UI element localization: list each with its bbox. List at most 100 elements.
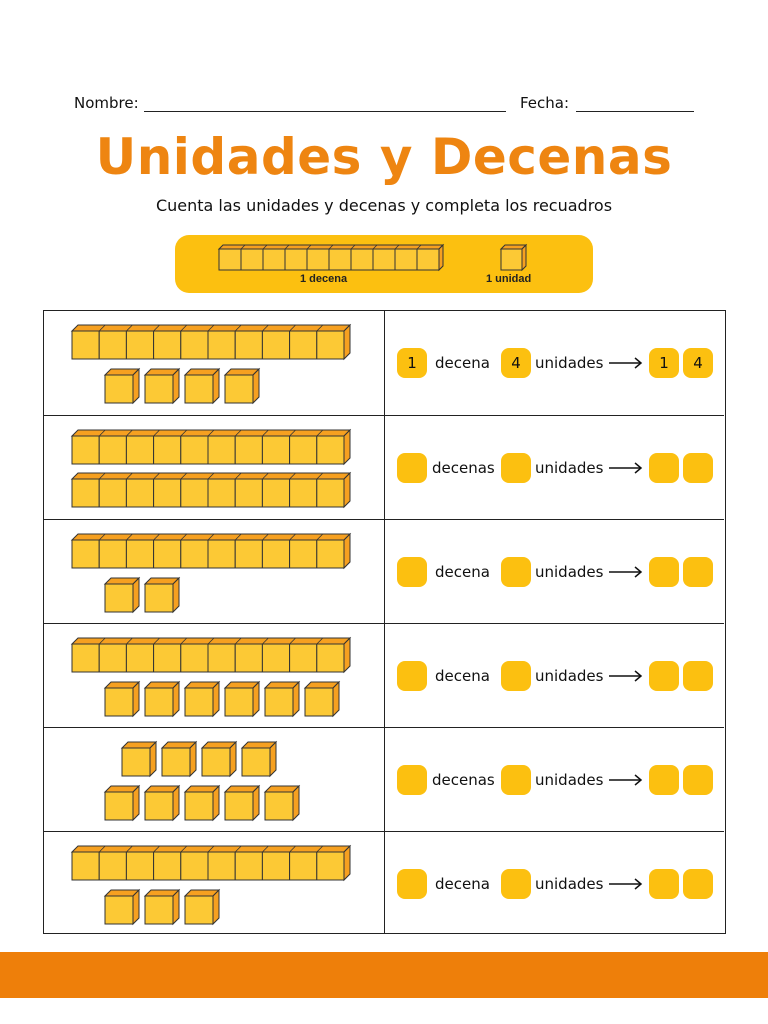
tens-word: decena	[435, 563, 490, 581]
answer-area: 1 decena 4 unidades 1 4	[385, 311, 724, 415]
result-tens-box[interactable]	[649, 453, 679, 483]
units-word: unidades	[535, 354, 604, 372]
unit-cube	[143, 680, 181, 718]
footer-bar	[0, 952, 768, 998]
header-fields: Nombre: Fecha:	[74, 94, 694, 118]
column-divider	[384, 311, 385, 933]
unit-cube	[103, 576, 141, 614]
base-ten-blocks	[70, 532, 352, 614]
units-word: unidades	[535, 771, 604, 789]
unit-cube	[183, 888, 221, 926]
tens-word: decena	[435, 667, 490, 685]
ten-rod	[70, 844, 352, 882]
ten-rod	[70, 428, 352, 466]
unit-cube	[183, 367, 221, 405]
ten-rod-icon	[217, 243, 445, 272]
unit-cube	[160, 740, 198, 778]
result-units-box[interactable]: 4	[683, 348, 713, 378]
units-box[interactable]	[501, 765, 531, 795]
name-field[interactable]	[144, 111, 506, 112]
unit-cube	[200, 740, 238, 778]
exercise-row-4: decena unidades	[44, 623, 724, 728]
result-tens-box[interactable]	[649, 557, 679, 587]
page-subtitle: Cuenta las unidades y decenas y completa…	[155, 196, 613, 215]
unit-cube	[240, 740, 278, 778]
result-units-box[interactable]	[683, 557, 713, 587]
unit-cube	[103, 680, 141, 718]
base-ten-blocks	[103, 740, 301, 822]
unit-cube	[103, 367, 141, 405]
unit-cube	[263, 680, 301, 718]
tens-word: decenas	[432, 459, 495, 477]
unit-cube	[120, 740, 158, 778]
unit-cube	[223, 680, 261, 718]
base-ten-blocks	[70, 844, 352, 926]
unit-cube-icon	[499, 243, 528, 272]
base-ten-blocks	[70, 428, 352, 509]
answer-area: decena unidades	[385, 832, 724, 936]
units-box[interactable]: 4	[501, 348, 531, 378]
tens-word: decena	[435, 875, 490, 893]
exercise-row-1: 1 decena 4 unidades 1 4	[44, 311, 724, 415]
result-units-box[interactable]	[683, 869, 713, 899]
result-tens-box[interactable]: 1	[649, 348, 679, 378]
ten-rod	[70, 471, 352, 509]
ten-rod	[70, 323, 352, 361]
date-label: Fecha:	[520, 94, 570, 112]
unit-cube	[143, 576, 181, 614]
result-tens-box[interactable]	[649, 869, 679, 899]
unit-cube	[183, 784, 221, 822]
unit-cube	[143, 367, 181, 405]
answer-area: decenas unidades	[385, 416, 724, 520]
exercise-row-6: decena unidades	[44, 831, 724, 936]
arrow-icon	[609, 774, 643, 786]
unit-cube	[143, 888, 181, 926]
exercise-row-5: decenas unidades	[44, 727, 724, 832]
unit-cube	[143, 784, 181, 822]
unit-cube	[303, 680, 341, 718]
result-units-box[interactable]	[683, 765, 713, 795]
arrow-icon	[609, 357, 643, 369]
unit-cube	[183, 680, 221, 718]
unit-cube	[103, 784, 141, 822]
unit-cube	[263, 784, 301, 822]
result-tens-box[interactable]	[649, 661, 679, 691]
result-units-box[interactable]	[683, 453, 713, 483]
legend-panel: 1 decena 1 unidad	[175, 235, 593, 293]
answer-area: decena unidades	[385, 520, 724, 624]
unit-cube	[223, 367, 261, 405]
ten-rod	[70, 532, 352, 570]
legend-one-label: 1 unidad	[486, 273, 532, 285]
base-ten-blocks	[70, 323, 352, 405]
units-word: unidades	[535, 563, 604, 581]
arrow-icon	[609, 878, 643, 890]
answer-area: decena unidades	[385, 624, 724, 728]
units-box[interactable]	[501, 557, 531, 587]
legend-blocks	[217, 243, 528, 272]
tens-word: decena	[435, 354, 490, 372]
tens-box[interactable]	[397, 661, 427, 691]
legend-ten-label: 1 decena	[300, 273, 348, 285]
answer-area: decenas unidades	[385, 728, 724, 832]
tens-box[interactable]: 1	[397, 348, 427, 378]
tens-word: decenas	[432, 771, 495, 789]
units-word: unidades	[535, 875, 604, 893]
tens-box[interactable]	[397, 453, 427, 483]
units-box[interactable]	[501, 453, 531, 483]
arrow-icon	[609, 462, 643, 474]
date-field[interactable]	[576, 111, 694, 112]
arrow-icon	[609, 566, 643, 578]
page-title: Unidades y Decenas	[95, 128, 673, 186]
units-box[interactable]	[501, 661, 531, 691]
units-box[interactable]	[501, 869, 531, 899]
base-ten-blocks	[70, 636, 352, 718]
exercise-row-3: decena unidades	[44, 519, 724, 624]
tens-box[interactable]	[397, 765, 427, 795]
unit-cube	[103, 888, 141, 926]
tens-box[interactable]	[397, 869, 427, 899]
units-word: unidades	[535, 667, 604, 685]
result-units-box[interactable]	[683, 661, 713, 691]
tens-box[interactable]	[397, 557, 427, 587]
result-tens-box[interactable]	[649, 765, 679, 795]
arrow-icon	[609, 670, 643, 682]
